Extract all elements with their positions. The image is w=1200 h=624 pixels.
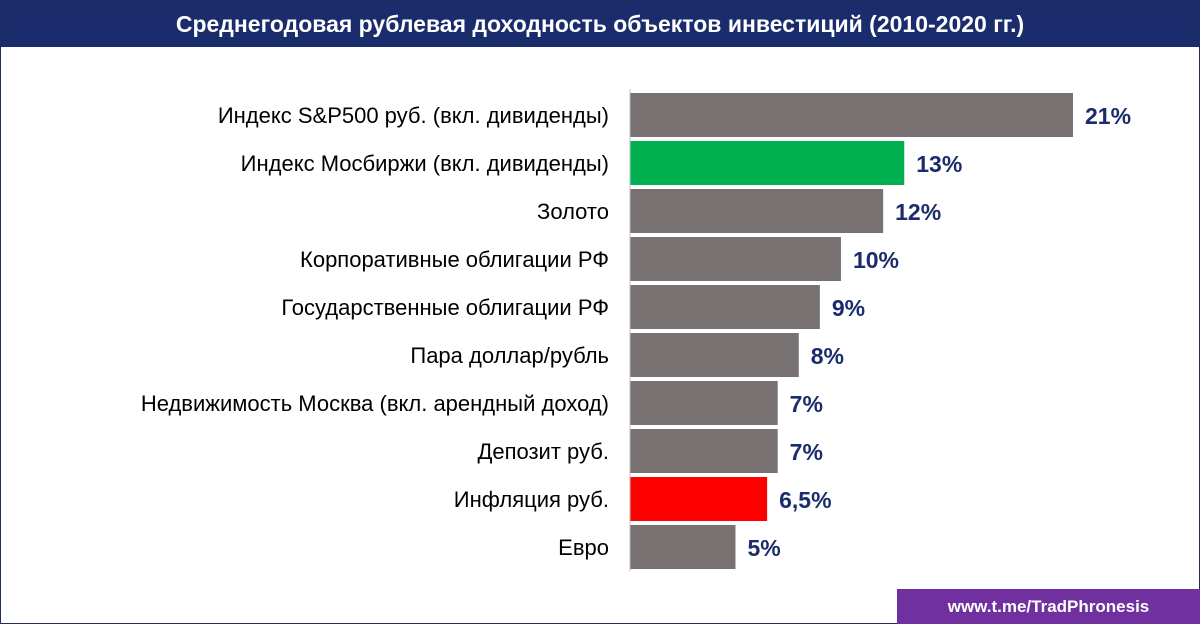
footer-link-badge[interactable]: www.t.me/TradPhronesis: [897, 589, 1200, 624]
bar-8: [630, 477, 768, 521]
value-label-9: 5%: [747, 535, 780, 561]
bar-3: [630, 237, 841, 281]
bar-6: [630, 381, 778, 425]
value-label-5: 8%: [811, 343, 844, 369]
bar-0: [630, 93, 1073, 137]
value-label-7: 7%: [790, 439, 823, 465]
category-label-4: Государственные облигации РФ: [281, 295, 609, 320]
category-label-6: Недвижимость Москва (вкл. арендный доход…: [141, 391, 609, 416]
value-label-0: 21%: [1085, 103, 1131, 129]
bar-1: [630, 141, 905, 185]
bar-7: [630, 429, 778, 473]
category-label-9: Евро: [558, 535, 609, 560]
value-label-4: 9%: [832, 295, 865, 321]
category-label-8: Инфляция руб.: [454, 487, 609, 512]
chart-title: Среднегодовая рублевая доходность объект…: [1, 1, 1199, 47]
bar-5: [630, 333, 799, 377]
value-label-1: 13%: [916, 151, 962, 177]
value-label-3: 10%: [853, 247, 899, 273]
category-label-7: Депозит руб.: [477, 439, 609, 464]
category-label-5: Пара доллар/рубль: [410, 343, 609, 368]
value-label-8: 6,5%: [779, 487, 831, 513]
bar-2: [630, 189, 884, 233]
category-label-2: Золото: [537, 199, 609, 224]
category-label-3: Корпоративные облигации РФ: [300, 247, 609, 272]
category-label-1: Индекс Мосбиржи (вкл. дивиденды): [241, 151, 609, 176]
value-label-2: 12%: [895, 199, 941, 225]
category-label-0: Индекс S&P500 руб. (вкл. дивиденды): [218, 103, 609, 128]
value-label-6: 7%: [790, 391, 823, 417]
bar-4: [630, 285, 820, 329]
bar-9: [630, 525, 736, 569]
